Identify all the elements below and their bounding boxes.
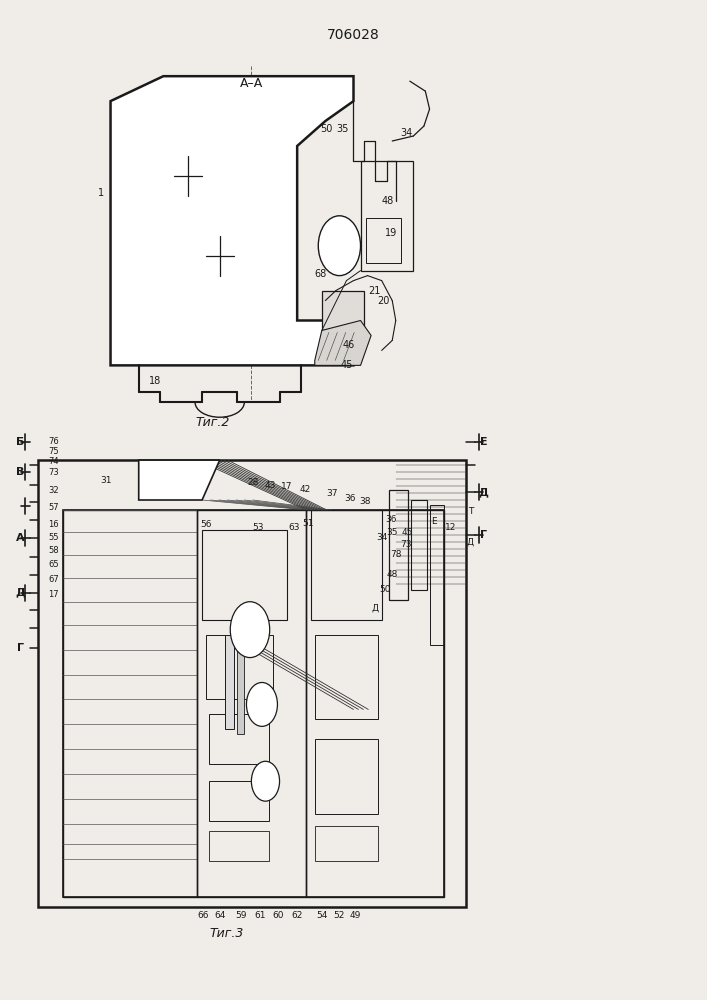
Text: 49: 49: [350, 911, 361, 920]
Text: 43: 43: [264, 481, 276, 490]
Text: 75: 75: [48, 447, 59, 456]
Text: А: А: [16, 533, 25, 543]
Text: 66: 66: [197, 911, 209, 920]
Text: 61: 61: [255, 911, 267, 920]
Text: 56: 56: [200, 520, 211, 529]
Text: Г: Г: [480, 530, 487, 540]
Text: 55: 55: [48, 533, 59, 542]
Circle shape: [230, 602, 269, 658]
Text: 67: 67: [48, 575, 59, 584]
Bar: [209, 781, 269, 821]
Text: 36: 36: [385, 515, 397, 524]
Text: 58: 58: [48, 546, 59, 555]
Bar: [315, 739, 378, 814]
Text: 50: 50: [320, 124, 333, 134]
Text: 706028: 706028: [327, 28, 380, 42]
Text: 12: 12: [445, 523, 457, 532]
Text: 74: 74: [48, 457, 59, 466]
Text: 35: 35: [387, 528, 398, 537]
Bar: [311, 510, 382, 620]
Text: 59: 59: [235, 911, 247, 920]
Polygon shape: [139, 460, 220, 500]
Text: 73: 73: [48, 468, 59, 477]
Text: 35: 35: [336, 124, 349, 134]
Bar: [38, 460, 466, 907]
Text: 42: 42: [300, 485, 311, 494]
Text: 32: 32: [48, 486, 59, 495]
Text: Б: Б: [16, 437, 25, 447]
Bar: [202, 530, 286, 620]
Text: 45: 45: [402, 528, 413, 537]
Text: 76: 76: [48, 437, 59, 446]
Bar: [306, 510, 443, 897]
Bar: [64, 510, 197, 897]
Text: 52: 52: [334, 911, 345, 920]
Text: Д: Д: [467, 537, 474, 546]
Bar: [209, 714, 269, 764]
Text: Д: Д: [371, 603, 378, 612]
Text: Τиг.2: Τиг.2: [195, 416, 230, 429]
Text: A–A: A–A: [240, 77, 263, 90]
Text: 65: 65: [48, 560, 59, 569]
Bar: [197, 510, 306, 897]
Text: 50: 50: [380, 585, 391, 594]
Text: Г: Г: [17, 643, 24, 653]
Text: Д: Д: [16, 588, 25, 598]
Text: 64: 64: [214, 911, 226, 920]
Bar: [361, 161, 414, 271]
Text: 37: 37: [327, 489, 338, 498]
Text: 78: 78: [390, 550, 402, 559]
Text: 45: 45: [340, 360, 353, 370]
Text: 57: 57: [48, 503, 59, 512]
Bar: [206, 635, 272, 699]
Bar: [315, 635, 378, 719]
Circle shape: [318, 216, 361, 276]
Bar: [315, 826, 378, 861]
Text: 17: 17: [48, 590, 59, 599]
Text: Τиг.3: Τиг.3: [209, 927, 244, 940]
Bar: [430, 505, 443, 645]
Bar: [209, 831, 269, 861]
Text: 46: 46: [342, 340, 355, 350]
Text: 38: 38: [359, 497, 370, 506]
Text: 28: 28: [248, 478, 259, 487]
Text: Д: Д: [479, 487, 489, 497]
Text: 73: 73: [401, 540, 412, 549]
Text: Е: Е: [431, 517, 437, 526]
Text: Т: Т: [468, 507, 473, 516]
Text: Е: Е: [480, 437, 488, 447]
Text: 53: 53: [252, 523, 264, 532]
Text: 36: 36: [344, 494, 356, 503]
Text: 20: 20: [378, 296, 390, 306]
Bar: [322, 291, 364, 330]
Text: 54: 54: [316, 911, 327, 920]
Text: 68: 68: [315, 269, 327, 279]
Bar: [411, 500, 427, 590]
Text: 17: 17: [281, 482, 293, 491]
Text: 34: 34: [400, 128, 412, 138]
Polygon shape: [315, 320, 371, 365]
Bar: [64, 510, 443, 897]
Text: 48: 48: [381, 196, 393, 206]
Text: 34: 34: [376, 533, 387, 542]
Text: 60: 60: [272, 911, 284, 920]
Text: 51: 51: [302, 519, 313, 528]
Text: 19: 19: [385, 228, 397, 238]
Polygon shape: [110, 76, 354, 365]
Bar: [238, 650, 245, 734]
Bar: [389, 490, 409, 600]
Text: 18: 18: [148, 376, 161, 386]
Text: 62: 62: [291, 911, 303, 920]
Text: 16: 16: [48, 520, 59, 529]
Text: 63: 63: [288, 523, 299, 532]
Bar: [226, 635, 234, 729]
Bar: [366, 218, 402, 263]
Circle shape: [252, 761, 279, 801]
Text: 1: 1: [98, 188, 105, 198]
Text: 21: 21: [368, 286, 381, 296]
Circle shape: [247, 682, 277, 726]
Text: 48: 48: [387, 570, 398, 579]
Text: 31: 31: [100, 476, 112, 485]
Text: В: В: [16, 467, 25, 477]
